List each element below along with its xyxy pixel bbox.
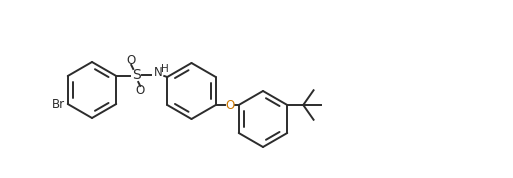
Text: H: H: [162, 64, 169, 74]
Text: O: O: [135, 83, 145, 96]
Text: S: S: [132, 68, 141, 82]
Text: N: N: [154, 67, 163, 80]
Text: O: O: [225, 98, 234, 111]
Text: O: O: [127, 54, 136, 67]
Text: Br: Br: [52, 98, 65, 111]
